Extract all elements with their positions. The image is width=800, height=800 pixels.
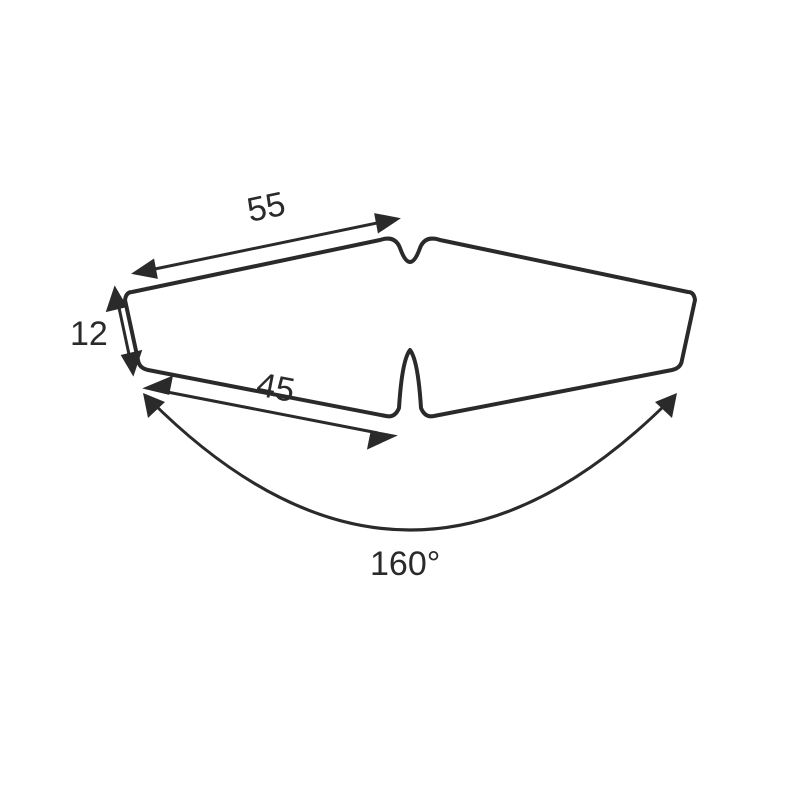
label-45: 45	[253, 366, 297, 411]
part-outline	[125, 239, 695, 417]
label-12: 12	[70, 315, 108, 353]
dimension-angle-160: 160°	[143, 393, 677, 583]
dimension-diagram: 55 45 12 160°	[0, 0, 800, 800]
dimension-height-12: 12	[70, 289, 140, 373]
label-160: 160°	[370, 545, 440, 583]
label-55: 55	[244, 185, 289, 230]
